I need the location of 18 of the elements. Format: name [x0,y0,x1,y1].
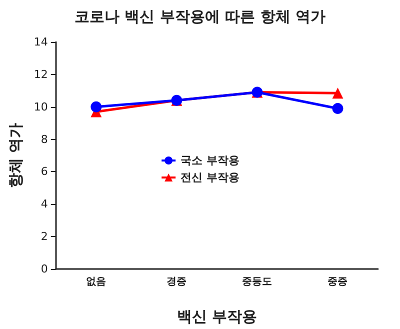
x-tick-label: 중등도 [242,276,272,288]
y-tick-label: 0 [40,262,48,276]
y-tick-label: 8 [40,132,48,146]
point [332,102,344,114]
y-tick-label: 2 [40,230,48,244]
y-tick-label: 14 [34,36,48,48]
legend-label: 국소 부작용 [180,154,240,167]
y-axis-title: 항체 역가 [6,122,24,188]
y-tick-label: 4 [40,198,48,211]
y-tick-label: 6 [40,165,48,178]
legend-label: 전신 부작용 [180,171,240,184]
y-tick-label: 12 [34,68,48,81]
chart-title: 코로나 백신 부작용에 따른 항체 역가 [74,8,326,26]
x-tick-label: 경증 [166,276,187,288]
x-axis-title: 백신 부작용 [176,308,258,326]
y-tick-label: 10 [34,100,48,114]
x-tick-label: 중증 [328,276,348,288]
x-tick-label: 없음 [86,276,106,288]
